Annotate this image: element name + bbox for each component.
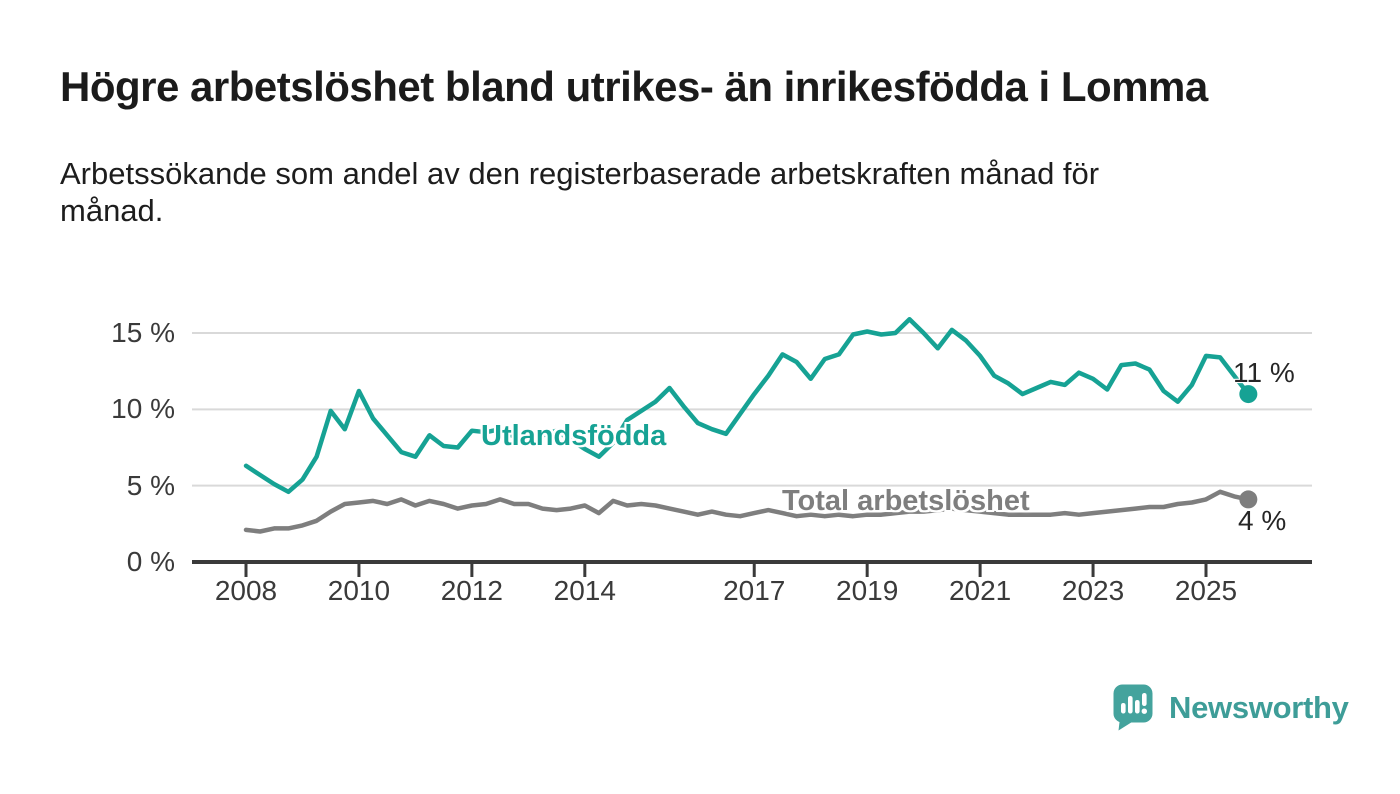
subtitle-line-1: Arbetssökande som andel av den registerb…	[60, 156, 1100, 191]
newsworthy-logo-icon	[1113, 684, 1153, 731]
chart-subtitle: Arbetssökande som andel av den registerb…	[60, 155, 1320, 229]
series-line-utlandsfodda	[243, 317, 1251, 495]
newsworthy-logo: Newsworthy	[1113, 684, 1349, 731]
x-tick-label-2012: 2012	[440, 575, 504, 606]
x-tick-label-2017: 2017	[723, 575, 786, 606]
x-tick-label-2023: 2023	[1061, 575, 1125, 606]
subtitle-line-2: månad.	[60, 193, 164, 228]
series-end-dot-utlandsfodda	[1239, 385, 1258, 404]
x-tick-label-2025: 2025	[1174, 575, 1238, 606]
y-tick-label-15: 15 %	[111, 316, 175, 348]
x-tick-label-2008: 2008	[214, 575, 278, 606]
y-tick-label-5: 5 %	[126, 469, 175, 501]
x-tick-label-2019: 2019	[836, 575, 899, 606]
end-value-label-utlandsfodda: 11 %	[1233, 357, 1295, 388]
y-tick-label-10: 10 %	[111, 393, 175, 425]
series-label-utlandsfodda: Utlandsfödda	[481, 420, 667, 452]
series-line-total-arbetsloshet	[243, 489, 1251, 534]
gridlines	[192, 331, 1312, 487]
x-tick-label-2014: 2014	[553, 575, 616, 606]
series-label-total-arbetsloshet: Total arbetslöshet	[782, 485, 1030, 517]
y-tick-label-0: 0 %	[126, 546, 175, 577]
series-end-dot-total-arbetsloshet	[1239, 490, 1258, 509]
newsworthy-logo-text: Newsworthy	[1169, 689, 1349, 725]
x-axis-tick-marks	[244, 564, 1208, 577]
x-tick-label-2021: 2021	[948, 575, 1012, 606]
end-value-label-total-arbetsloshet: 4 %	[1238, 505, 1287, 536]
x-tick-label-2010: 2010	[327, 575, 391, 606]
page-title: Högre arbetslöshet bland utrikes- än inr…	[60, 63, 1208, 110]
